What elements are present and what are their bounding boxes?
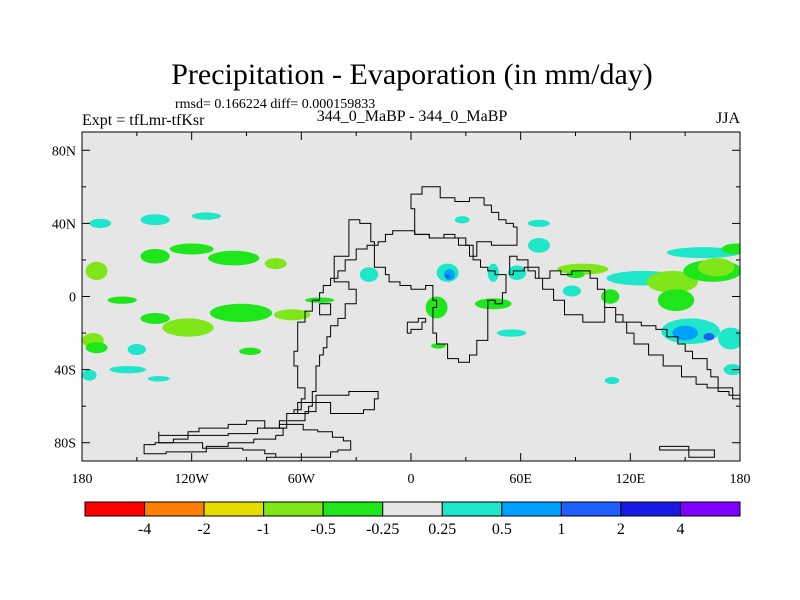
coastline-8 <box>319 303 332 316</box>
anomaly-region-45 <box>718 327 740 350</box>
colorbar-label-8: 2 <box>617 521 625 538</box>
anomaly-region-10 <box>162 318 214 337</box>
y-tick-label-2: 0 <box>69 291 76 306</box>
anomaly-region-4 <box>140 248 170 264</box>
anomaly-region-24 <box>445 274 450 279</box>
x-axis: 180 120W 60W 0 60E 120E 180 <box>72 132 751 487</box>
period-label: 344_0_MaBP - 344_0_MaBP <box>317 108 508 125</box>
anomaly-region-50 <box>604 376 620 385</box>
anomaly-region-18 <box>239 347 262 355</box>
anomaly-region-42 <box>657 289 695 312</box>
colorbar-box-10 <box>679 501 741 517</box>
anomaly-region-16 <box>127 344 146 355</box>
anomaly-region-15 <box>85 342 108 354</box>
colorbar: -4 -2 -1 -0.5 -0.25 0.25 0.5 1 2 4 <box>84 501 741 538</box>
stats-label: rmsd= 0.166224 diff= 0.000159833 <box>175 97 375 112</box>
colorbar-box-8 <box>560 501 622 517</box>
anomaly-region-9 <box>140 312 170 324</box>
colorbar-label-0: -4 <box>138 521 151 538</box>
anomaly-region-5 <box>169 243 214 255</box>
anomaly-region-37 <box>646 270 698 293</box>
anomaly-region-2 <box>191 212 221 220</box>
colorbar-box-1 <box>144 501 205 517</box>
colorbar-box-9 <box>620 501 681 517</box>
anomaly-region-39 <box>697 258 735 277</box>
anomaly-region-40 <box>666 247 740 259</box>
anomaly-region-11 <box>209 303 273 323</box>
anomaly-region-46 <box>703 333 715 341</box>
anomaly-region-49 <box>496 329 527 337</box>
colorbar-box-6 <box>441 501 503 517</box>
colorbar-label-5: 0.25 <box>428 521 456 538</box>
anomaly-region-8 <box>107 296 137 304</box>
x-tick-label-4: 60E <box>509 472 532 487</box>
anomaly-region-35 <box>601 289 620 304</box>
anomaly-layer <box>82 212 740 385</box>
colorbar-label-7: 1 <box>557 521 565 538</box>
coastline-6 <box>410 186 518 257</box>
anomaly-region-47 <box>723 364 740 376</box>
anomaly-region-1 <box>140 214 170 226</box>
anomaly-region-41 <box>721 243 740 255</box>
chart-title: Precipitation - Evaporation (in mm/day) <box>171 58 653 91</box>
colorbar-label-9: 4 <box>676 521 684 538</box>
y-tick-label-1: 40N <box>52 217 76 232</box>
anomaly-region-26 <box>507 265 527 281</box>
colorbar-box-3 <box>263 501 324 517</box>
anomaly-region-29 <box>454 216 470 224</box>
colorbar-label-1: -2 <box>197 521 210 538</box>
colorbar-label-4: -0.25 <box>366 521 399 538</box>
anomaly-region-25 <box>487 263 499 282</box>
anomaly-region-19 <box>82 369 97 381</box>
coastline-1 <box>278 391 379 429</box>
y-tick-label-0: 80N <box>52 144 76 159</box>
x-tick-label-6: 180 <box>730 472 751 487</box>
y-tick-label-4: 80S <box>54 437 76 452</box>
colorbar-box-5 <box>382 501 443 517</box>
anomaly-region-44 <box>672 325 698 341</box>
colorbar-box-4 <box>322 501 384 517</box>
anomaly-region-20 <box>147 376 170 382</box>
colorbar-box-7 <box>501 501 562 517</box>
season-label: JJA <box>716 110 740 127</box>
anomaly-region-28 <box>527 219 550 228</box>
anomaly-region-0 <box>89 218 112 228</box>
colorbar-box-2 <box>203 501 265 517</box>
y-tick-label-3: 40S <box>54 364 76 379</box>
experiment-label: Expt = tfLmr-tfKsr <box>82 112 205 129</box>
anomaly-region-12 <box>273 309 311 321</box>
colorbar-box-0 <box>84 501 146 517</box>
x-tick-label-5: 120E <box>616 472 646 487</box>
coastline-layer <box>143 186 740 461</box>
anomaly-region-6 <box>208 250 260 266</box>
anomaly-region-21 <box>359 267 379 282</box>
x-tick-label-2: 60W <box>288 472 316 487</box>
colorbar-label-2: -1 <box>257 521 270 538</box>
anomaly-region-7 <box>264 258 287 270</box>
coastline-7 <box>406 317 427 334</box>
anomaly-region-34 <box>562 285 581 297</box>
x-tick-label-3: 0 <box>408 472 415 487</box>
coastline-3 <box>293 219 375 414</box>
coastline-9 <box>659 445 715 458</box>
anomaly-region-23 <box>443 269 455 281</box>
anomaly-region-3 <box>85 261 108 281</box>
x-tick-label-1: 120W <box>175 472 210 487</box>
anomaly-region-17 <box>109 365 146 374</box>
anomaly-region-27 <box>527 238 550 253</box>
colorbar-label-6: 0.5 <box>492 521 512 538</box>
coastline-2 <box>143 420 284 455</box>
y-axis: 80N 40N 0 40S 80S <box>52 144 740 452</box>
anomaly-region-33 <box>566 270 585 279</box>
plot-background <box>82 132 740 461</box>
x-tick-label-0: 180 <box>72 472 93 487</box>
colorbar-label-3: -0.5 <box>311 521 336 538</box>
coastline-5 <box>509 255 740 407</box>
